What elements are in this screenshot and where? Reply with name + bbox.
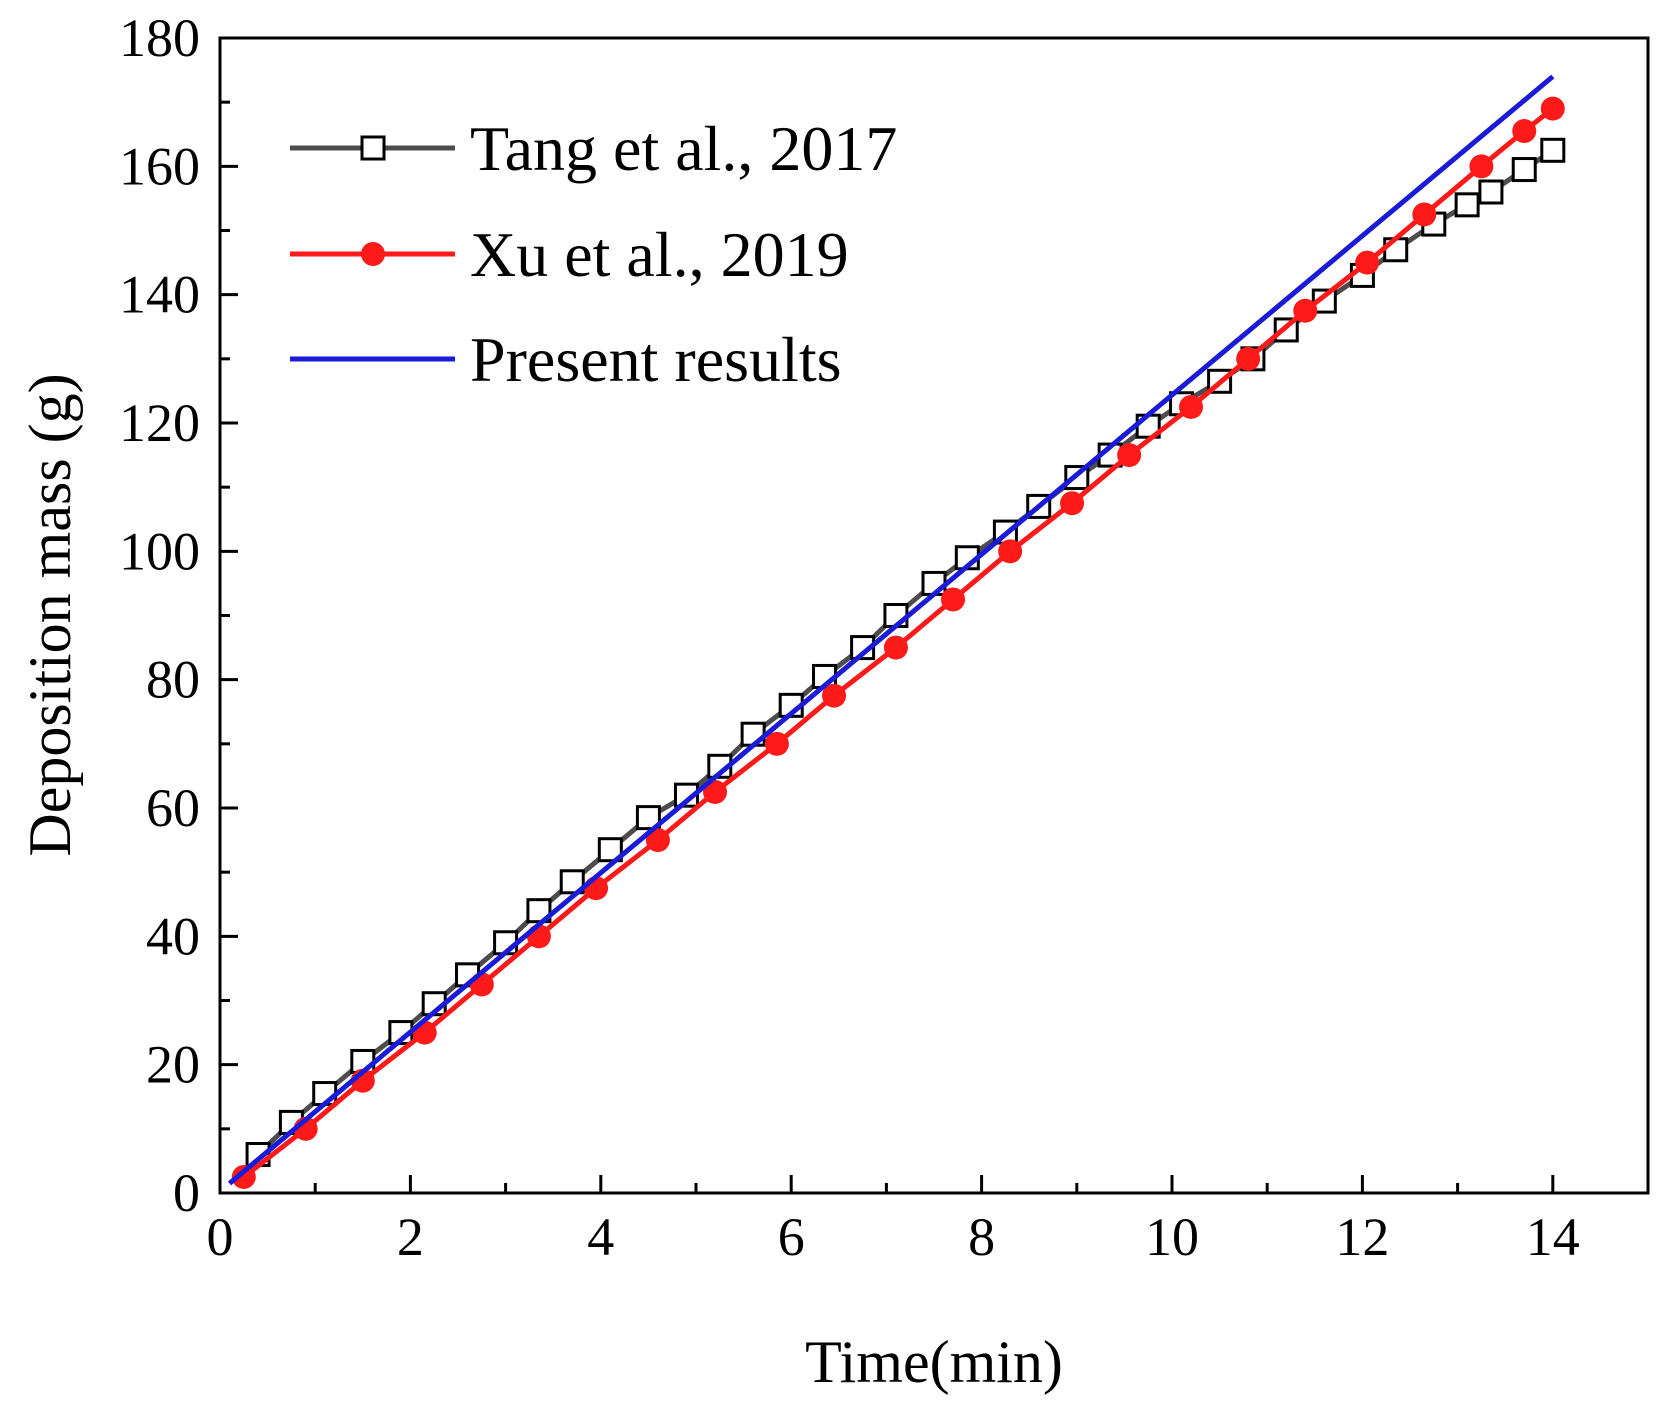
data-point [1540,96,1565,121]
data-point [645,828,670,853]
x-tick-label: 0 [207,1207,234,1267]
data-point [998,539,1023,564]
legend-item-xu: Xu et al., 2019 [290,219,849,290]
y-tick-label: 160 [119,136,200,196]
series-2 [227,74,1555,1186]
data-point [764,731,789,756]
data-point [231,1164,256,1189]
data-point [559,869,585,895]
data-point [883,635,908,660]
y-tick-label: 140 [119,265,200,325]
y-tick-label: 20 [146,1035,200,1095]
data-point [1512,119,1537,144]
legend: Tang et al., 2017 Xu et al., 2019 Presen… [290,113,897,395]
series-1 [231,96,1565,1189]
data-point [822,683,847,708]
y-tick-label: 60 [146,778,200,838]
x-tick-label: 4 [587,1207,614,1267]
x-axis-ticks: 0 2 4 6 8 10 12 14 [207,1175,1650,1267]
x-axis-title: Time(min) [805,1329,1063,1395]
data-point [1540,137,1566,163]
series-line [242,106,1555,1179]
data-point [1060,491,1085,516]
data-point [703,779,728,804]
x-tick-label: 6 [778,1207,805,1267]
y-tick-label: 80 [146,650,200,710]
legend-marker-xu [361,242,385,266]
y-tick-label: 40 [146,906,200,966]
data-point [1311,288,1337,314]
data-point [526,924,551,949]
x-tick-label: 10 [1145,1207,1199,1267]
x-tick-label: 2 [397,1207,424,1267]
data-point [1117,443,1142,468]
data-point [1454,192,1480,218]
legend-item-tang: Tang et al., 2017 [290,113,897,184]
y-tick-label: 120 [119,393,200,453]
data-point [941,587,966,612]
x-tick-label: 8 [968,1207,995,1267]
data-point [1511,157,1537,183]
y-tick-label: 100 [119,521,200,581]
legend-label-present: Present results [470,324,842,395]
data-point [1179,394,1204,419]
x-tick-label: 12 [1335,1207,1389,1267]
y-tick-label: 0 [173,1163,200,1223]
y-tick-label: 180 [119,8,200,68]
legend-item-present: Present results [290,324,842,395]
data-point [469,972,494,997]
data-point [635,805,661,831]
data-point [597,837,623,863]
legend-label-tang: Tang et al., 2017 [470,113,897,184]
y-axis-ticks: 0 20 40 60 80 100 120 140 160 180 [119,8,238,1223]
x-tick-label: 14 [1526,1207,1580,1267]
legend-marker-tang [360,135,386,161]
series-layer [227,74,1566,1189]
data-point [1412,202,1437,227]
data-point [1469,154,1494,179]
data-point [1355,250,1380,275]
series-line [227,74,1555,1186]
data-point [1236,346,1261,371]
data-point [1478,179,1504,205]
data-point [1293,298,1318,323]
y-axis-title: Deposition mass (g) [17,373,83,856]
legend-label-xu: Xu et al., 2019 [470,219,849,290]
